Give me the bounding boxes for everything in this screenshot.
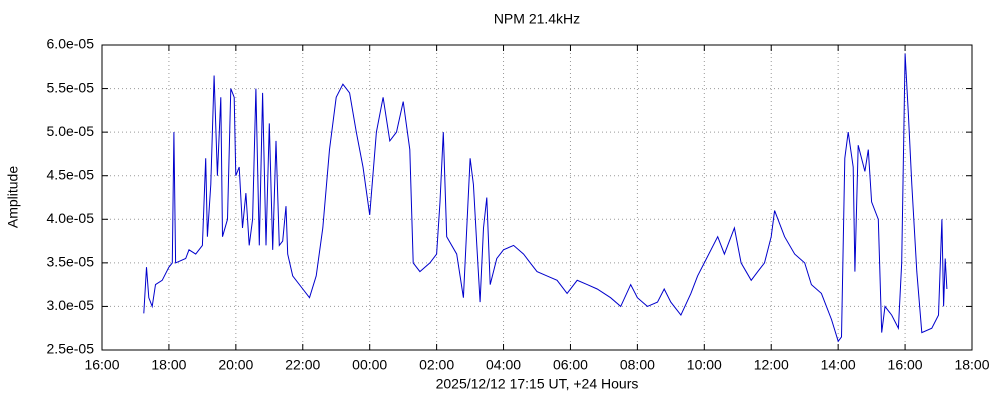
x-tick-label: 18:00 [954, 357, 989, 373]
x-tick-label: 18:00 [151, 357, 186, 373]
y-tick-label: 6.0e-05 [47, 36, 95, 52]
x-tick-label: 00:00 [352, 357, 387, 373]
y-tick-label: 5.5e-05 [47, 79, 95, 95]
y-tick-label: 4.5e-05 [47, 166, 95, 182]
y-axis-label: Amplitude [5, 166, 21, 228]
x-tick-label: 06:00 [553, 357, 588, 373]
x-tick-label: 16:00 [84, 357, 119, 373]
y-tick-label: 3.5e-05 [47, 254, 95, 270]
data-line [143, 53, 948, 343]
x-tick-label: 12:00 [754, 357, 789, 373]
chart-title: NPM 21.4kHz [494, 11, 580, 27]
x-tick-label: 08:00 [620, 357, 655, 373]
x-tick-label: 22:00 [285, 357, 320, 373]
x-tick-label: 20:00 [218, 357, 253, 373]
plot-frame [101, 44, 973, 351]
y-tick-label: 3.0e-05 [47, 297, 95, 313]
y-tick-label: 5.0e-05 [47, 123, 95, 139]
x-tick-label: 14:00 [821, 357, 856, 373]
y-tick-label: 4.0e-05 [47, 210, 95, 226]
x-tick-label: 04:00 [486, 357, 521, 373]
x-tick-label: 02:00 [419, 357, 454, 373]
x-axis-label: 2025/12/12 17:15 UT, +24 Hours [436, 376, 639, 392]
x-tick-label: 16:00 [888, 357, 923, 373]
x-tick-label: 10:00 [687, 357, 722, 373]
y-tick-label: 2.5e-05 [47, 341, 95, 357]
